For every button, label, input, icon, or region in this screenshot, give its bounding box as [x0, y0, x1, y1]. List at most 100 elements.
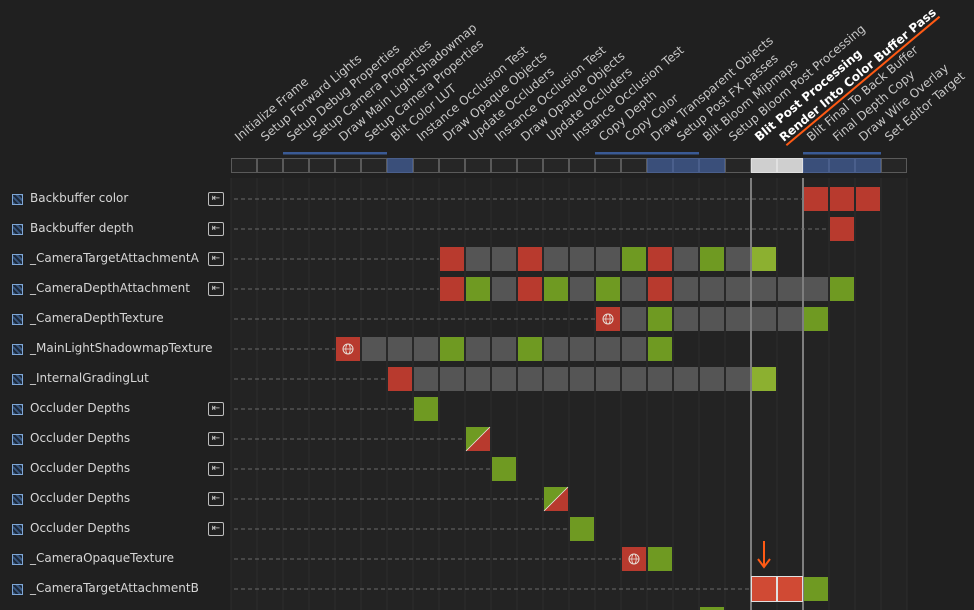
resource-idle-cell[interactable] — [544, 367, 568, 391]
resource-idle-cell[interactable] — [726, 277, 750, 301]
resource-idle-cell[interactable] — [804, 277, 828, 301]
resource-name[interactable]: Backbuffer color — [30, 191, 129, 205]
resource-name[interactable]: _InternalGradingLut — [30, 371, 149, 385]
imported-resource-icon[interactable]: ⇤ — [208, 252, 224, 266]
resource-idle-cell[interactable] — [492, 247, 516, 271]
resource-idle-cell[interactable] — [544, 337, 568, 361]
resource-idle-cell[interactable] — [700, 367, 724, 391]
pass-header-box[interactable] — [387, 158, 413, 173]
resource-idle-cell[interactable] — [622, 277, 646, 301]
resource-idle-cell[interactable] — [648, 367, 672, 391]
resource-idle-cell[interactable] — [778, 307, 802, 331]
resource-read-cell[interactable] — [752, 367, 776, 391]
pass-header-box[interactable] — [673, 158, 699, 173]
pass-header-box[interactable] — [569, 158, 595, 173]
resource-write-cell[interactable] — [388, 367, 412, 391]
resource-idle-cell[interactable] — [674, 367, 698, 391]
resource-idle-cell[interactable] — [414, 367, 438, 391]
resource-read-cell[interactable] — [700, 607, 724, 610]
resource-read-cell[interactable] — [622, 247, 646, 271]
resource-idle-cell[interactable] — [778, 277, 802, 301]
resource-read-cell[interactable] — [648, 337, 672, 361]
resource-idle-cell[interactable] — [700, 307, 724, 331]
resource-idle-cell[interactable] — [570, 337, 594, 361]
resource-idle-cell[interactable] — [596, 367, 620, 391]
resource-idle-cell[interactable] — [518, 367, 542, 391]
resource-idle-cell[interactable] — [414, 337, 438, 361]
resource-write-cell[interactable] — [648, 277, 672, 301]
resource-idle-cell[interactable] — [544, 247, 568, 271]
resource-idle-cell[interactable] — [570, 277, 594, 301]
pass-header-box[interactable] — [491, 158, 517, 173]
resource-name[interactable]: _CameraDepthTexture — [30, 311, 164, 325]
resource-write-cell[interactable] — [440, 247, 464, 271]
resource-write-cell[interactable] — [518, 277, 542, 301]
pass-header-box[interactable] — [647, 158, 673, 173]
resource-name[interactable]: _CameraTargetAttachmentB — [30, 581, 199, 595]
pass-header-box[interactable] — [413, 158, 439, 173]
pass-header-box[interactable] — [309, 158, 335, 173]
resource-write-cell[interactable] — [518, 247, 542, 271]
resource-name[interactable]: Occluder Depths — [30, 401, 131, 415]
resource-idle-cell[interactable] — [440, 367, 464, 391]
pass-header-box[interactable] — [361, 158, 387, 173]
pass-header-box[interactable] — [543, 158, 569, 173]
resource-read-cell[interactable] — [648, 307, 672, 331]
resource-idle-cell[interactable] — [362, 337, 386, 361]
resource-idle-cell[interactable] — [466, 337, 490, 361]
resource-idle-cell[interactable] — [596, 247, 620, 271]
pass-header-box[interactable] — [621, 158, 647, 173]
resource-name[interactable]: _MainLightShadowmapTexture — [30, 341, 213, 355]
resource-write-cell[interactable] — [648, 247, 672, 271]
resource-idle-cell[interactable] — [726, 307, 750, 331]
resource-name[interactable]: Occluder Depths — [30, 521, 131, 535]
resource-idle-cell[interactable] — [492, 277, 516, 301]
imported-resource-icon[interactable]: ⇤ — [208, 522, 224, 536]
resource-idle-cell[interactable] — [492, 337, 516, 361]
resource-read-cell[interactable] — [492, 457, 516, 481]
resource-idle-cell[interactable] — [466, 367, 490, 391]
resource-idle-cell[interactable] — [492, 367, 516, 391]
pass-header-box[interactable] — [517, 158, 543, 173]
imported-resource-icon[interactable]: ⇤ — [208, 402, 224, 416]
resource-write-cell[interactable] — [778, 577, 802, 601]
resource-name[interactable]: _CameraDepthAttachment — [30, 281, 190, 295]
resource-write-cell[interactable] — [752, 577, 776, 601]
imported-resource-icon[interactable]: ⇤ — [208, 222, 224, 236]
resource-idle-cell[interactable] — [622, 307, 646, 331]
resource-read-cell[interactable] — [830, 277, 854, 301]
resource-read-cell[interactable] — [752, 247, 776, 271]
resource-name[interactable]: _CameraOpaqueTexture — [30, 551, 175, 565]
pass-header-box[interactable] — [231, 158, 257, 173]
pass-header-box[interactable] — [803, 158, 829, 173]
pass-header-box[interactable] — [751, 158, 777, 173]
pass-header-box[interactable] — [881, 158, 907, 173]
resource-name[interactable]: Occluder Depths — [30, 431, 131, 445]
resource-read-cell[interactable] — [570, 517, 594, 541]
resource-read-cell[interactable] — [700, 247, 724, 271]
resource-read-cell[interactable] — [804, 577, 828, 601]
pass-header-box[interactable] — [829, 158, 855, 173]
resource-idle-cell[interactable] — [596, 337, 620, 361]
resource-read-cell[interactable] — [518, 337, 542, 361]
pass-header-box[interactable] — [855, 158, 881, 173]
pass-header-box[interactable] — [725, 158, 751, 173]
resource-read-cell[interactable] — [648, 547, 672, 571]
resource-name[interactable]: Occluder Depths — [30, 491, 131, 505]
resource-idle-cell[interactable] — [570, 367, 594, 391]
resource-idle-cell[interactable] — [674, 247, 698, 271]
pass-header-box[interactable] — [257, 158, 283, 173]
resource-read-cell[interactable] — [440, 337, 464, 361]
imported-resource-icon[interactable]: ⇤ — [208, 432, 224, 446]
pass-header-box[interactable] — [335, 158, 361, 173]
resource-write-cell[interactable] — [830, 217, 854, 241]
pass-header-box[interactable] — [777, 158, 803, 173]
resource-idle-cell[interactable] — [726, 247, 750, 271]
resource-read-cell[interactable] — [804, 307, 828, 331]
imported-resource-icon[interactable]: ⇤ — [208, 282, 224, 296]
resource-idle-cell[interactable] — [726, 367, 750, 391]
pass-header-box[interactable] — [439, 158, 465, 173]
resource-idle-cell[interactable] — [700, 277, 724, 301]
resource-idle-cell[interactable] — [622, 337, 646, 361]
resource-idle-cell[interactable] — [622, 367, 646, 391]
